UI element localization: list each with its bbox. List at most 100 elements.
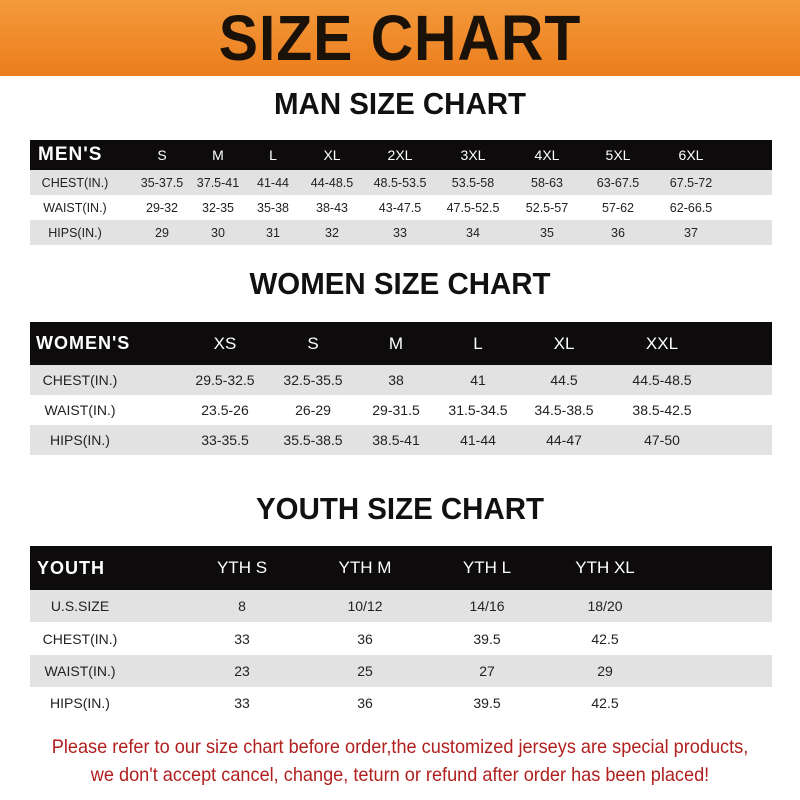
size-header-cell: 3XL [460, 147, 486, 163]
size-value-cell: 38.5-42.5 [632, 402, 692, 418]
size-header-cell: XL [553, 333, 575, 353]
size-value-cell: 35-38 [257, 200, 289, 215]
size-value-cell: 10/12 [347, 598, 383, 614]
measurement-label: WAIST(IN.) [44, 402, 116, 418]
measurement-label: CHEST(IN.) [42, 630, 118, 647]
size-value-cell: 34 [466, 225, 480, 240]
size-value-cell: 36 [611, 225, 625, 240]
size-value-cell: 41-44 [257, 175, 289, 190]
size-value-cell: 25 [357, 663, 373, 679]
size-header-cell: YTH M [338, 558, 392, 577]
banner-title: SIZE CHART [218, 2, 582, 74]
measurement-label: CHEST(IN.) [42, 372, 118, 388]
size-value-cell: 39.5 [473, 630, 501, 647]
measurement-label: HIPS(IN.) [50, 432, 110, 448]
women-section-title: WOMEN SIZE CHART [249, 266, 551, 301]
size-value-cell: 29-31.5 [372, 402, 420, 418]
size-header-cell: 4XL [534, 147, 560, 163]
size-value-cell: 38 [388, 372, 404, 388]
size-value-cell: 35-37.5 [140, 175, 184, 190]
size-value-cell: 36 [357, 694, 373, 711]
table-title-cell: WOMEN'S [36, 333, 131, 353]
size-header-cell: M [212, 147, 224, 163]
size-value-cell: 42.5 [591, 630, 619, 647]
size-header-cell: XS [213, 333, 237, 353]
size-value-cell: 27 [479, 663, 495, 679]
size-header-cell: 6XL [678, 147, 704, 163]
size-value-cell: 29.5-32.5 [195, 372, 255, 388]
size-value-cell: 35.5-38.5 [283, 432, 343, 448]
table-row: CHEST(IN.) 35-37.5 37.5-41 41-44 44-48.5 48.5… [30, 170, 772, 195]
size-header-cell: YTH S [216, 558, 268, 577]
size-value-cell: 57-62 [602, 200, 634, 215]
table-row: HIPS(IN.) 33 36 39.5 42.5 [30, 687, 772, 718]
size-value-cell: 41 [470, 372, 486, 388]
notice-line-2: we don't accept cancel, change, teturn o… [90, 764, 710, 786]
table-title-cell: MEN'S [38, 144, 103, 165]
table-title-cell: YOUTH [37, 557, 105, 578]
size-value-cell: 39.5 [473, 694, 501, 711]
measurement-label: HIPS(IN.) [48, 225, 102, 240]
measurement-label: U.S.SIZE [50, 598, 110, 614]
size-value-cell: 30 [211, 225, 225, 240]
size-value-cell: 63-67.5 [596, 175, 640, 190]
size-value-cell: 38-43 [316, 200, 348, 215]
men-size-table: MEN'S S M L XL 2XL 3XL 4XL 5XL 6XL CHEST(IN.) 35-37… [30, 140, 772, 245]
size-value-cell: 29 [597, 663, 613, 679]
size-value-cell: 32 [325, 225, 339, 240]
size-value-cell: 58-63 [531, 175, 563, 190]
table-row: WAIST(IN.) 23.5-26 26-29 29-31.5 31.5-34.5 34… [30, 395, 772, 425]
table-row: HIPS(IN.) 33-35.5 35.5-38.5 38.5-41 41-44 44-… [30, 425, 772, 455]
table-row: U.S.SIZE 8 10/12 14/16 18/20 [30, 590, 772, 622]
measurement-label: WAIST(IN.) [43, 200, 107, 215]
men-header-row: MEN'S S M L XL 2XL 3XL 4XL 5XL 6XL [30, 140, 772, 170]
size-value-cell: 8 [238, 598, 246, 614]
size-value-cell: 31 [266, 225, 280, 240]
size-value-cell: 32-35 [202, 200, 234, 215]
table-row: CHEST(IN.) 33 36 39.5 42.5 [30, 622, 772, 655]
size-value-cell: 31.5-34.5 [448, 402, 508, 418]
size-value-cell: 14/16 [469, 598, 505, 614]
size-value-cell: 33 [393, 225, 407, 240]
size-header-cell: M [388, 333, 404, 353]
women-size-table: WOMEN'S XS S M L XL XXL CHEST(IN.) 29.5-32.5 32.5… [30, 322, 772, 455]
youth-section-title: YOUTH SIZE CHART [256, 491, 544, 526]
table-row: HIPS(IN.) 29 30 31 32 33 34 35 36 37 [30, 220, 772, 245]
size-value-cell: 33-35.5 [201, 432, 249, 448]
size-value-cell: 41-44 [460, 432, 496, 448]
size-value-cell: 67.5-72 [669, 175, 713, 190]
size-header-cell: 5XL [605, 147, 631, 163]
size-header-cell: XL [323, 147, 341, 163]
size-value-cell: 44.5-48.5 [632, 372, 692, 388]
size-value-cell: 47.5-52.5 [446, 200, 500, 215]
size-value-cell: 47-50 [644, 432, 680, 448]
banner: SIZE CHART [0, 0, 800, 76]
size-value-cell: 23 [234, 663, 250, 679]
women-header-row: WOMEN'S XS S M L XL XXL [30, 322, 772, 365]
size-value-cell: 34.5-38.5 [534, 402, 594, 418]
size-value-cell: 44.5 [550, 372, 578, 388]
size-value-cell: 48.5-53.5 [373, 175, 427, 190]
size-value-cell: 26-29 [295, 402, 331, 418]
table-row: CHEST(IN.) 29.5-32.5 32.5-35.5 38 41 44.5 44.5… [30, 365, 772, 395]
size-value-cell: 23.5-26 [201, 402, 249, 418]
size-header-cell: L [269, 147, 277, 163]
size-value-cell: 38.5-41 [372, 432, 420, 448]
size-header-cell: L [473, 333, 483, 353]
size-header-cell: S [157, 147, 167, 163]
size-value-cell: 62-66.5 [669, 200, 713, 215]
size-value-cell: 29-32 [146, 200, 178, 215]
youth-header-row: YOUTH YTH S YTH M YTH L YTH XL [30, 546, 772, 590]
size-value-cell: 18/20 [587, 598, 623, 614]
size-value-cell: 29 [155, 225, 169, 240]
size-value-cell: 44-47 [546, 432, 582, 448]
size-header-cell: S [307, 333, 319, 353]
men-section-title: MAN SIZE CHART [274, 86, 526, 121]
size-value-cell: 32.5-35.5 [283, 372, 343, 388]
size-value-cell: 43-47.5 [378, 200, 422, 215]
size-value-cell: 53.5-58 [451, 175, 495, 190]
size-value-cell: 35 [540, 225, 554, 240]
size-header-cell: 2XL [387, 147, 413, 163]
size-value-cell: 36 [357, 630, 373, 647]
size-value-cell: 37 [684, 225, 698, 240]
